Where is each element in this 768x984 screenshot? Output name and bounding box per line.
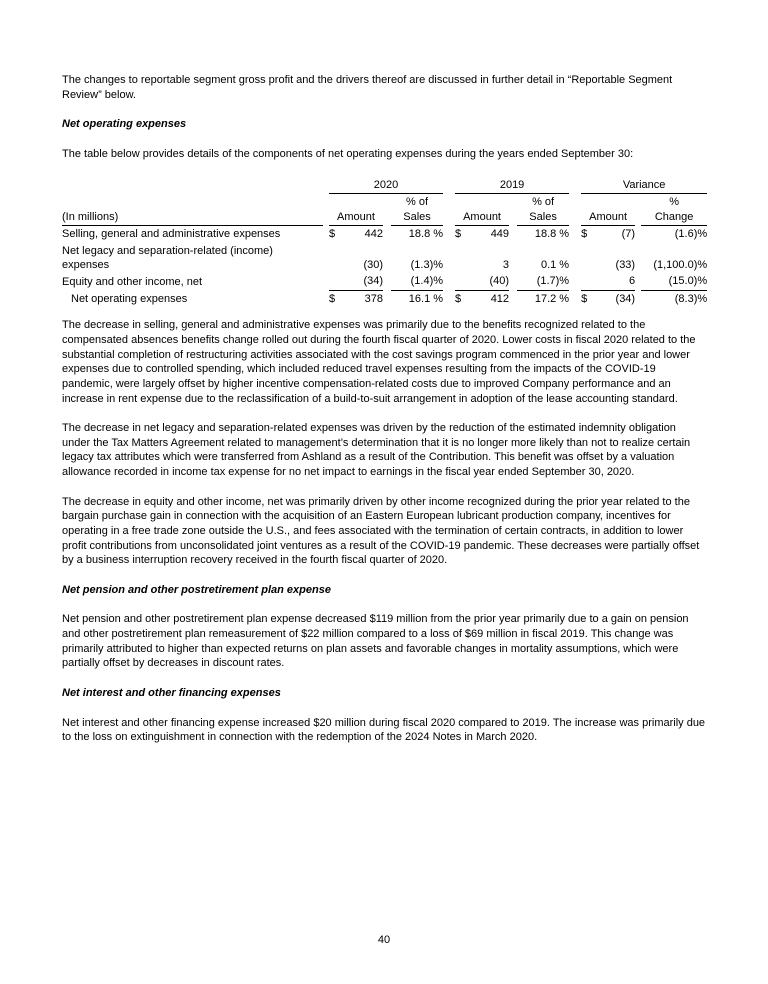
cell-amount-2020: 442 (364, 228, 383, 241)
column-header-pct-sales-2019: % of Sales (517, 193, 570, 227)
table-subheader-row: (In millions) Amount % of Sales Amount %… (62, 193, 708, 227)
paragraph-interest-discussion: Net interest and other financing expense… (62, 716, 706, 744)
cell-dollar-variance: $ (581, 292, 588, 305)
table-row-legacy: Net legacy and separation-related (incom… (62, 243, 707, 273)
cell-amount-2020: (30) (363, 258, 383, 271)
cell-dollar-2019: $ (455, 292, 462, 305)
cell-amount-variance: (33) (615, 258, 636, 271)
cell-pct-sales-2020: (1.3)% (410, 258, 444, 271)
cell-dollar-2020: $ (329, 228, 336, 241)
column-group-variance: Variance (581, 176, 708, 195)
cell-amount-variance: (34) (615, 292, 636, 305)
table-row-equity: Equity and other income, net (34) (1.4)%… (62, 273, 708, 291)
column-group-2019: 2019 (455, 176, 570, 195)
page-number: 40 (377, 934, 391, 947)
cell-pct-sales-2019: 17.2 % (534, 292, 570, 305)
row-label: Net operating expenses (71, 292, 188, 305)
cell-amount-2019: (40) (469, 273, 510, 291)
cell-amount-2020: (34) (343, 273, 383, 291)
column-group-2020: 2020 (329, 176, 444, 195)
paragraph-legacy-discussion: The decrease in net legacy and separatio… (62, 422, 691, 479)
row-label: Equity and other income, net (62, 275, 203, 288)
cell-pct-change: (8.3)% (674, 292, 708, 305)
page-content: The changes to reportable segment gross … (62, 74, 708, 744)
cell-dollar-2020: $ (329, 292, 336, 305)
row-label: Net legacy and separation-related (incom… (62, 245, 273, 272)
column-header-pct-sales-2020: % of Sales (391, 193, 444, 227)
cell-pct-sales-2020: 16.1 % (408, 292, 444, 305)
cell-pct-sales-2019: 18.8 % (534, 228, 570, 241)
cell-amount-2019: 412 (490, 292, 510, 305)
table-group-header-row: 2020 2019 Variance (62, 176, 708, 195)
table-intro-paragraph: The table below provides details of the … (62, 147, 634, 160)
table-row-total: Net operating expenses $ 378 16.1 % $ 41… (62, 290, 707, 307)
cell-amount-2020: 378 (364, 292, 383, 305)
column-header-amount-2019: Amount (455, 193, 510, 227)
cell-pct-sales-2019: 0.1 % (540, 258, 570, 271)
heading-net-operating-expenses: Net operating expenses (62, 118, 187, 131)
cell-amount-2019: 449 (490, 228, 510, 241)
cell-pct-sales-2020: 18.8 % (408, 228, 444, 241)
table-row-sga: Selling, general and administrative expe… (62, 226, 707, 243)
cell-amount-variance: 6 (595, 273, 636, 291)
cell-pct-sales-2020: (1.4)% (391, 273, 444, 291)
cell-dollar-variance: $ (581, 228, 588, 241)
cell-amount-2019: 3 (502, 258, 510, 271)
column-header-amount-2020: Amount (329, 193, 383, 227)
row-label: Selling, general and administrative expe… (62, 228, 281, 241)
net-operating-expenses-table: 2020 2019 Variance (In millions) Amount … (62, 176, 708, 308)
cell-amount-variance: (7) (621, 228, 636, 241)
paragraph-equity-discussion: The decrease in equity and other income,… (62, 495, 700, 567)
heading-net-pension: Net pension and other postretirement pla… (62, 583, 331, 596)
paragraph-sga-discussion: The decrease in selling, general and adm… (62, 319, 696, 405)
column-header-in-millions: (In millions) (62, 193, 323, 227)
column-header-pct-change: % Change (641, 193, 708, 227)
cell-dollar-2019: $ (455, 228, 462, 241)
cell-pct-sales-2019: (1.7)% (517, 273, 570, 291)
cell-pct-change: (1,100.0)% (653, 258, 708, 271)
heading-net-interest: Net interest and other financing expense… (62, 686, 281, 699)
intro-paragraph: The changes to reportable segment gross … (62, 74, 673, 101)
cell-pct-change: (1.6)% (674, 228, 708, 241)
column-header-amount-variance: Amount (581, 193, 636, 227)
paragraph-pension-discussion: Net pension and other postretirement pla… (62, 613, 689, 670)
cell-pct-change: (15.0)% (641, 273, 708, 291)
